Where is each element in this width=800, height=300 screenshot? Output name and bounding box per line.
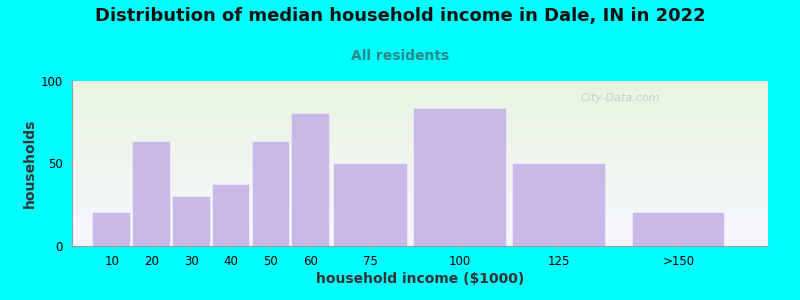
Bar: [334, 164, 407, 246]
Text: Distribution of median household income in Dale, IN in 2022: Distribution of median household income …: [94, 8, 706, 26]
Bar: [134, 142, 170, 246]
Y-axis label: households: households: [22, 119, 37, 208]
X-axis label: household income ($1000): household income ($1000): [316, 272, 524, 286]
Bar: [633, 213, 724, 246]
Bar: [292, 114, 329, 246]
Bar: [414, 109, 506, 246]
Bar: [514, 164, 605, 246]
Text: City-Data.com: City-Data.com: [580, 92, 659, 103]
Bar: [173, 196, 210, 246]
Text: All residents: All residents: [351, 50, 449, 64]
Bar: [253, 142, 289, 246]
Bar: [94, 213, 130, 246]
Bar: [213, 185, 250, 246]
